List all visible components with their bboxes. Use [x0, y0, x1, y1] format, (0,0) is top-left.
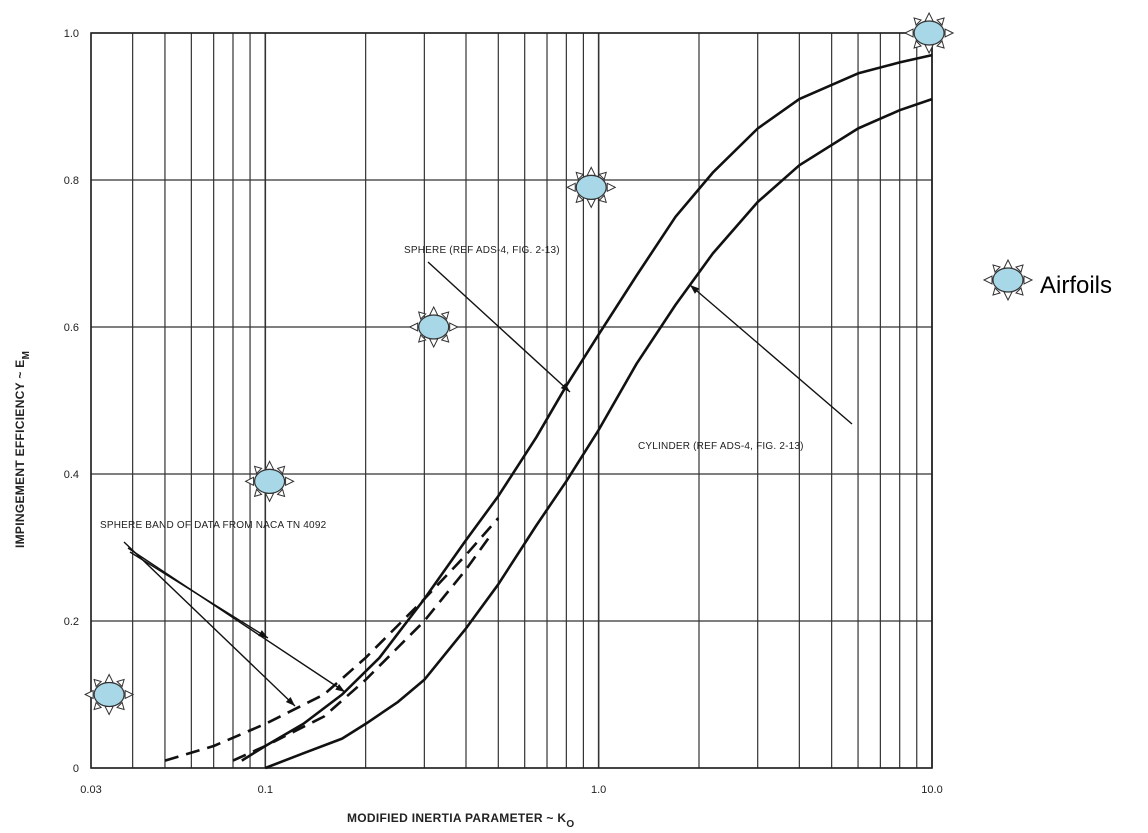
series-lines [164, 53, 933, 770]
leader-arrowhead [560, 383, 570, 392]
leader-line [689, 284, 853, 425]
annotation-cylinder: CYLINDER (REF ADS-4, FIG. 2-13) [638, 441, 804, 452]
leader-line [123, 541, 296, 707]
leader-line [129, 551, 269, 639]
plot-frame [90, 32, 933, 769]
x-axis-title-main: MODIFIED INERTIA PARAMETER ~ K [347, 811, 566, 825]
x-axis-ticks: 0.03 0.1 1.0 10.0 [80, 784, 942, 796]
y-tick-label: 0.4 [64, 469, 79, 481]
dashed-data-band-line-2 [164, 517, 500, 762]
leader-line [127, 547, 346, 693]
solid-curve-line-1 [264, 97, 933, 770]
plot-border [90, 32, 933, 769]
y-tick-label: 0.2 [64, 616, 79, 628]
dashed-data-band-line-3 [232, 532, 494, 762]
y-axis-title-main: IMPINGEMENT EFFICIENCY ~ E [13, 359, 27, 548]
x-axis-title: MODIFIED INERTIA PARAMETER ~ KO [347, 811, 574, 830]
y-tick-label: 0.8 [64, 175, 79, 187]
y-tick-label: 1.0 [64, 28, 79, 40]
x-tick-label: 0.1 [258, 784, 273, 796]
airfoil-marker-icon [983, 259, 1033, 301]
airfoil-marker-icon [84, 673, 134, 716]
leader-arrowhead [690, 285, 700, 294]
grid [90, 32, 933, 769]
annotation-sphere: SPHERE (REF ADS-4, FIG. 2-13) [404, 245, 560, 256]
airfoil-marker-icon [904, 12, 954, 54]
x-tick-label: 1.0 [591, 784, 606, 796]
x-tick-label: 10.0 [921, 784, 942, 796]
y-axis-ticks: 0 0.2 0.4 0.6 0.8 1.0 [64, 28, 79, 775]
legend-label: Airfoils [1040, 272, 1112, 299]
y-tick-label: 0 [73, 763, 79, 775]
y-axis-title-subscript: M [21, 351, 32, 360]
leader-arrowhead [258, 630, 268, 638]
leader-arrowhead [335, 683, 345, 692]
y-axis-title: IMPINGEMENT EFFICIENCY ~ EM [13, 351, 32, 548]
airfoil-marker-icon [566, 166, 616, 208]
leader-line [427, 261, 571, 393]
y-tick-label: 0.6 [64, 322, 79, 334]
solid-curve-line-0 [241, 53, 933, 762]
annotation-sphere-band: SPHERE BAND OF DATA FROM NACA TN 4092 [100, 520, 327, 531]
airfoil-markers [84, 12, 954, 716]
x-tick-label: 0.03 [80, 784, 101, 796]
airfoil-marker-icon [244, 460, 295, 502]
x-axis-title-subscript: O [566, 819, 574, 830]
airfoil-marker-icon [409, 306, 459, 348]
leader-arrowhead [285, 697, 295, 706]
annotation-leaders [123, 261, 853, 707]
legend: Airfoils [983, 259, 1112, 301]
